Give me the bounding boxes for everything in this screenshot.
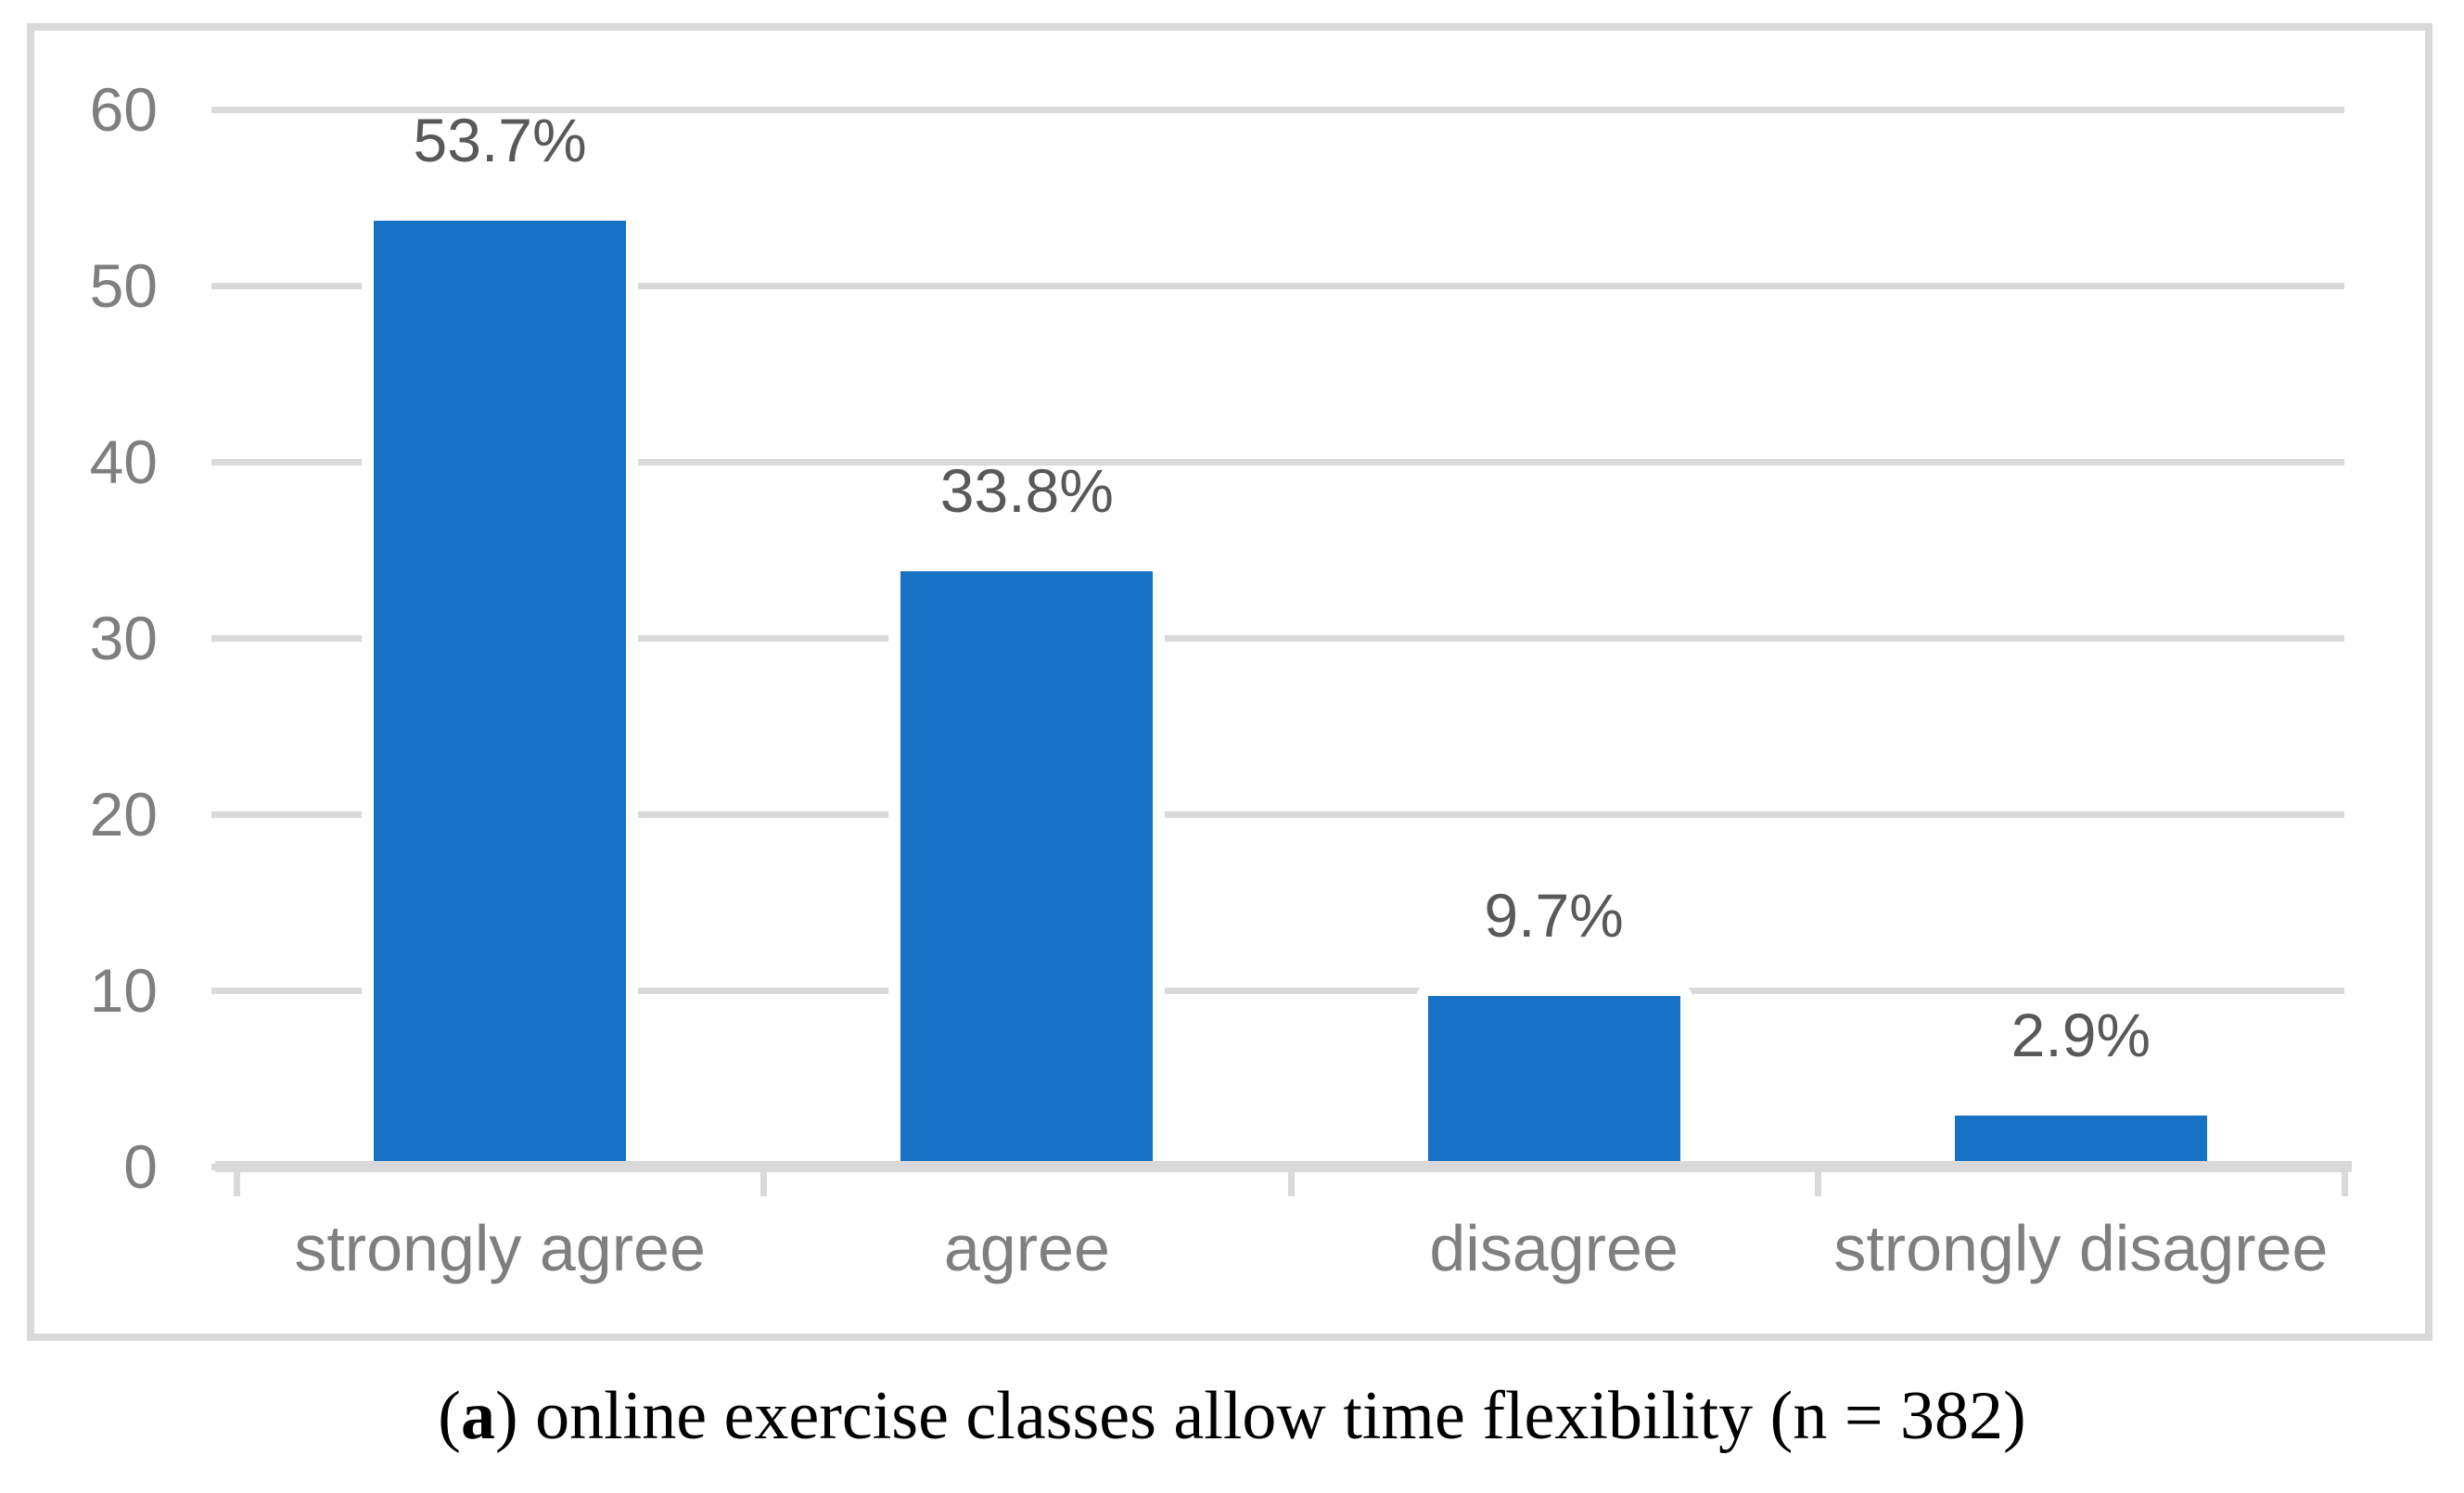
data-label: 33.8% [939,455,1114,525]
y-tick-label: 10 [89,956,158,1025]
y-axis-tick [211,811,238,818]
category-label: disagree [1429,1212,1679,1284]
y-tick-label: 0 [123,1132,158,1201]
gridline-30 [236,635,2344,642]
bar-disagree [1427,995,1680,1167]
bar-strongly-agree [374,220,627,1167]
y-axis-tick [211,635,238,642]
data-label: 53.7% [413,105,587,174]
gridline-20 [236,811,2344,818]
category-label: strongly disagree [1833,1212,2329,1284]
y-tick-label: 40 [89,427,158,496]
y-axis-tick [211,459,238,466]
x-axis-tick [1814,1163,1821,1196]
y-axis-tick [211,1164,238,1170]
y-tick-label: 30 [89,604,158,672]
bar-agree [900,570,1154,1167]
bar-strongly-disagree [1954,1115,2207,1167]
caption-open-paren: ( [438,1378,461,1454]
y-axis-tick [211,107,238,113]
y-axis-tick [211,988,238,994]
y-tick-label: 50 [89,251,158,320]
category-label: strongly agree [294,1212,706,1284]
data-label: 2.9% [2011,1000,2151,1069]
x-axis-tick [2342,1163,2348,1196]
gridline-40 [236,459,2344,466]
x-axis-line [215,1161,2352,1172]
data-label: 9.7% [1484,880,1624,950]
gridline-50 [236,283,2344,289]
gridline-60 [236,107,2344,113]
y-axis-tick [211,283,238,289]
x-axis-tick [1287,1163,1295,1196]
category-label: agree [943,1212,1110,1284]
y-tick-label: 60 [89,75,158,144]
gridline-10 [236,988,2344,994]
caption-panel-label: a [460,1378,495,1454]
y-tick-label: 20 [89,780,158,849]
caption-text: ) online exercise classes allow time fle… [494,1378,2026,1454]
x-axis-tick [234,1163,240,1196]
figure-caption: (a) online exercise classes allow time f… [0,1374,2464,1458]
x-axis-tick [760,1163,768,1196]
